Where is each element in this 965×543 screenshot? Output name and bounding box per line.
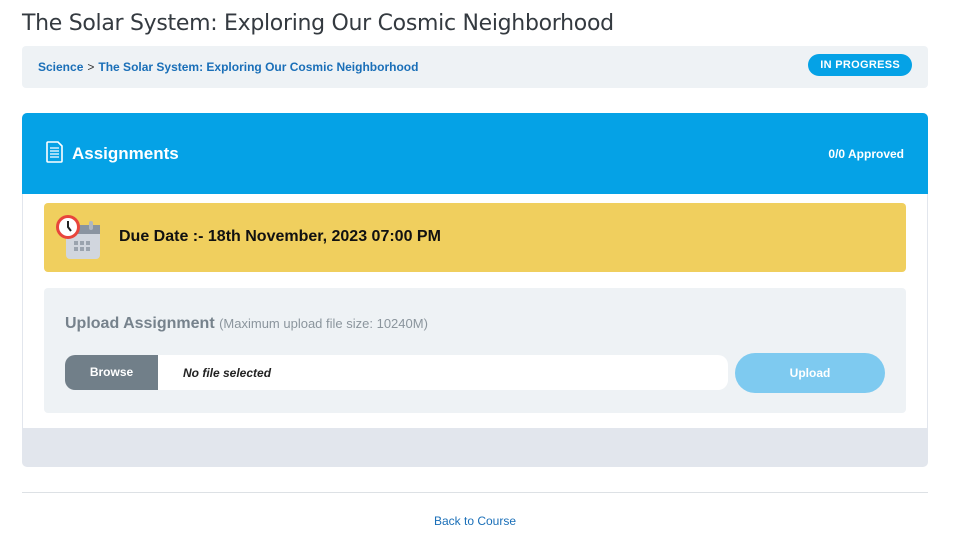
assignments-header: Assignments 0/0 Approved <box>22 113 928 194</box>
status-badge: IN PROGRESS <box>808 54 912 76</box>
due-date-text: Due Date :- 18th November, 2023 07:00 PM <box>119 228 441 245</box>
breadcrumb-bar: Science > The Solar System: Exploring Our … <box>22 46 928 88</box>
approved-count: 0/0 Approved <box>828 147 904 161</box>
assignments-body: Due Date :- 18th November, 2023 07:00 PM… <box>23 194 927 428</box>
due-date-banner: Due Date :- 18th November, 2023 07:00 PM <box>44 203 906 272</box>
calendar-clock-icon <box>56 215 100 259</box>
document-icon <box>46 141 63 163</box>
browse-button[interactable]: Browse <box>65 355 158 390</box>
upload-button[interactable]: Upload <box>735 353 885 393</box>
upload-title: Upload Assignment (Maximum upload file s… <box>65 315 428 333</box>
breadcrumb-science[interactable]: Science <box>38 60 84 74</box>
assignments-title: Assignments <box>72 144 179 163</box>
file-input[interactable]: Browse No file selected <box>65 355 728 390</box>
breadcrumb-separator: > <box>87 60 95 74</box>
breadcrumb-current[interactable]: The Solar System: Exploring Our Cosmic N… <box>98 60 419 74</box>
divider <box>22 492 928 493</box>
upload-title-text: Upload Assignment <box>65 315 215 332</box>
upload-hint: (Maximum upload file size: 10240M) <box>219 316 428 331</box>
assignments-card: Assignments 0/0 Approved Due Date :- 18t… <box>22 113 928 467</box>
breadcrumb: Science > The Solar System: Exploring Our … <box>38 60 418 74</box>
file-status: No file selected <box>183 366 272 380</box>
upload-section: Upload Assignment (Maximum upload file s… <box>44 288 906 413</box>
page-title: The Solar System: Exploring Our Cosmic N… <box>22 11 614 36</box>
back-to-course-link[interactable]: Back to Course <box>433 514 517 528</box>
